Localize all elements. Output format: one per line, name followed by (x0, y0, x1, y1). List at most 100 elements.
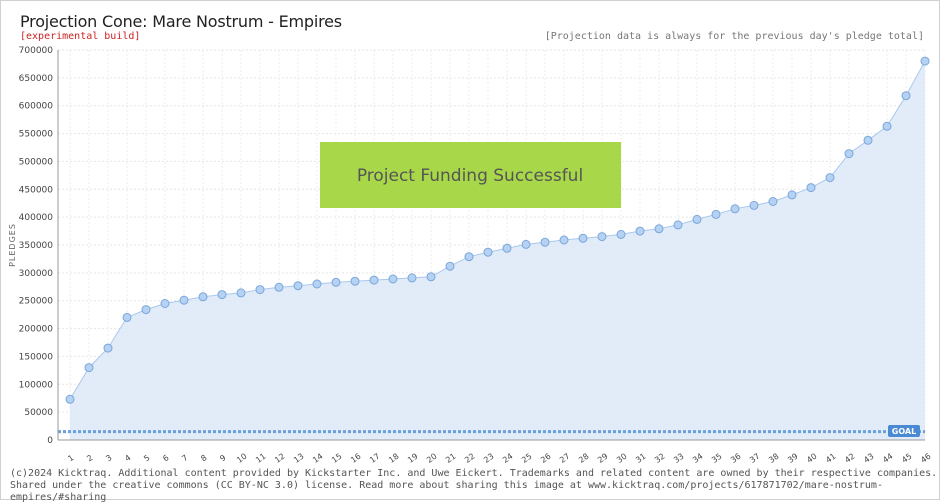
data-point (540, 237, 550, 247)
data-point (597, 232, 607, 242)
goal-label: GOAL (892, 427, 916, 436)
x-tick-label: 31 (634, 452, 648, 465)
data-point (920, 56, 930, 66)
data-point (236, 288, 246, 298)
y-tick-label: 150000 (19, 352, 54, 362)
chart-title: Projection Cone: Mare Nostrum - Empires (20, 12, 342, 31)
x-tick-label: 10 (235, 452, 249, 465)
banner-box (320, 142, 621, 208)
y-tick-label: 450000 (19, 185, 54, 195)
projection-note: [Projection data is always for the previ… (544, 31, 924, 42)
x-tick-label: 9 (218, 453, 227, 463)
banner-label: Project Funding Successful (357, 166, 583, 186)
x-tick-label: 17 (368, 452, 382, 465)
x-tick-label: 37 (748, 452, 762, 465)
x-tick-label: 1 (66, 453, 75, 463)
x-tick-label: 36 (729, 452, 743, 465)
y-tick-label: 50000 (24, 408, 53, 418)
x-tick-label: 43 (862, 452, 876, 465)
y-tick-label: 650000 (19, 74, 54, 84)
goal-badge-box (888, 425, 920, 437)
x-tick-label: 46 (919, 452, 933, 465)
y-tick-label: 300000 (19, 269, 54, 279)
y-tick-label: 500000 (19, 157, 54, 167)
data-point (635, 226, 645, 236)
data-point (312, 279, 322, 289)
data-point (521, 239, 531, 249)
x-tick-label: 33 (672, 452, 686, 465)
data-point (65, 394, 75, 404)
x-tick-label: 16 (349, 452, 363, 465)
data-point (274, 282, 284, 292)
data-point (901, 91, 911, 101)
y-tick-label: 0 (47, 436, 53, 446)
data-point (749, 200, 759, 210)
y-tick-label: 700000 (19, 46, 54, 56)
marks-layer (65, 56, 930, 404)
y-tick-label: 350000 (19, 241, 54, 251)
x-tick-label: 20 (425, 452, 439, 465)
data-point (787, 190, 797, 200)
data-point (882, 121, 892, 131)
pledge-line (69, 60, 926, 400)
data-point (255, 285, 265, 295)
data-point (369, 275, 379, 285)
x-tick-label: 35 (710, 452, 724, 465)
data-point (616, 229, 626, 239)
x-tick-label: 15 (330, 452, 344, 465)
data-point (654, 224, 664, 234)
x-tick-label: 25 (520, 452, 534, 465)
footer-license: Shared under the creative commons (CC BY… (10, 480, 883, 503)
x-tick-label: 39 (786, 452, 800, 465)
data-point (122, 312, 132, 322)
data-point (103, 343, 113, 353)
x-tick-label: 30 (615, 452, 629, 465)
data-point (293, 281, 303, 291)
x-tick-label: 40 (805, 452, 819, 465)
data-point (179, 295, 189, 305)
x-tick-label: 6 (161, 453, 170, 463)
data-point (407, 273, 417, 283)
x-tick-label: 19 (406, 452, 420, 465)
x-tick-label: 8 (199, 453, 208, 463)
x-tick-label: 26 (539, 452, 553, 465)
y-tick-label: 400000 (19, 213, 54, 223)
data-point (198, 292, 208, 302)
x-tick-label: 13 (292, 452, 306, 465)
footer: (c)2024 Kicktraq. Additional content pro… (10, 468, 940, 504)
data-point (692, 214, 702, 224)
x-tick-label: 34 (691, 452, 705, 465)
x-tick-label: 4 (123, 453, 132, 463)
data-point (141, 305, 151, 315)
x-tick-label: 18 (387, 452, 401, 465)
y-tick-label: 100000 (19, 380, 54, 390)
x-tick-label: 23 (482, 452, 496, 465)
data-point (825, 173, 835, 183)
x-tick-label: 32 (653, 452, 667, 465)
data-point (863, 135, 873, 145)
data-point (350, 276, 360, 286)
x-tick-label: 42 (843, 452, 857, 465)
data-point (768, 197, 778, 206)
x-tick-label: 2 (85, 453, 94, 463)
data-point (730, 204, 740, 214)
data-point (160, 299, 170, 308)
x-tick-label: 44 (881, 452, 895, 465)
data-point (578, 233, 588, 243)
data-point (806, 183, 816, 193)
data-point (844, 149, 854, 159)
x-tick-label: 29 (596, 452, 610, 465)
x-tick-label: 22 (463, 452, 477, 465)
y-tick-label: 600000 (19, 102, 54, 112)
x-tick-label: 21 (444, 452, 458, 465)
y-tick-label: 550000 (19, 130, 54, 140)
data-point (711, 209, 721, 219)
data-point (464, 252, 474, 262)
x-tick-label: 24 (501, 452, 515, 465)
x-tick-label: 14 (311, 452, 325, 465)
footer-copyright: (c)2024 Kicktraq. Additional content pro… (10, 468, 938, 479)
y-axis-label: PLEDGES (8, 223, 17, 267)
data-point (502, 243, 512, 253)
data-point (217, 290, 227, 300)
